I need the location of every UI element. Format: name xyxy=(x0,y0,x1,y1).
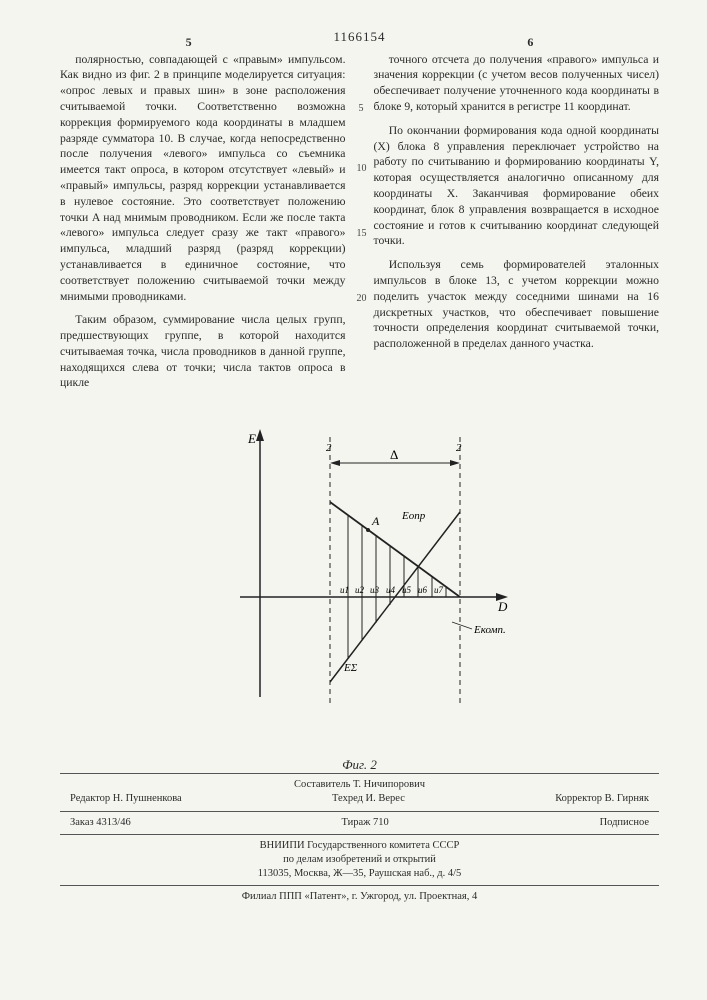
figure-caption: Фиг. 2 xyxy=(200,756,520,774)
svg-text:E: E xyxy=(247,431,256,446)
figure-svg: E D 2 2 Δ xyxy=(200,407,520,747)
svg-text:Eкомп.: Eкомп. xyxy=(473,624,506,636)
svg-text:и3: и3 xyxy=(370,585,380,595)
footer-editor: Редактор Н. Пушненкова xyxy=(70,792,182,806)
figure-2: E D 2 2 Δ xyxy=(200,407,520,747)
footer-block: Составитель Т. Ничипорович Редактор Н. П… xyxy=(60,773,659,904)
svg-text:A: A xyxy=(371,514,380,528)
svg-text:Eопр: Eопр xyxy=(401,510,426,522)
footer-tirage: Тираж 710 xyxy=(341,816,388,830)
svg-text:и7: и7 xyxy=(434,585,444,595)
line-number: 20 xyxy=(357,292,367,306)
left-column: 5 полярностью, совпадающей с «правым» им… xyxy=(60,52,346,400)
svg-text:Δ: Δ xyxy=(390,447,398,462)
line-number: 15 xyxy=(357,227,367,241)
left-para-1: полярностью, совпадающей с «правым» импу… xyxy=(60,52,346,305)
footer-sign: Подписное xyxy=(600,816,649,830)
footer-org2: по делам изобретений и открытий xyxy=(60,853,659,867)
svg-text:D: D xyxy=(497,599,508,614)
text-columns: 5 полярностью, совпадающей с «правым» им… xyxy=(60,52,659,400)
svg-text:2: 2 xyxy=(326,442,332,454)
svg-text:и2: и2 xyxy=(355,585,365,595)
footer-addr2: Филиал ППП «Патент», г. Ужгород, ул. Про… xyxy=(60,890,659,904)
footer-org1: ВНИИПИ Государственного комитета СССР xyxy=(60,839,659,853)
svg-text:и6: и6 xyxy=(418,585,428,595)
page-number-left: 5 xyxy=(186,34,192,50)
page-number-right: 6 xyxy=(527,34,533,50)
footer-corrector: Корректор В. Гирняк xyxy=(555,792,649,806)
footer-tech: Техред И. Верес xyxy=(332,792,405,806)
right-column: 6 5 10 15 20 точного отсчета до получени… xyxy=(374,52,660,400)
line-number: 10 xyxy=(357,162,367,176)
svg-text:и5: и5 xyxy=(402,585,412,595)
svg-text:EΣ: EΣ xyxy=(343,662,358,674)
footer-compiler: Составитель Т. Ничипорович xyxy=(60,778,659,792)
left-para-2: Таким образом, суммирование числа целых … xyxy=(60,312,346,391)
svg-text:и1: и1 xyxy=(340,585,349,595)
footer-addr1: 113035, Москва, Ж—35, Раушская наб., д. … xyxy=(60,867,659,881)
svg-text:2: 2 xyxy=(456,442,462,454)
svg-text:и4: и4 xyxy=(386,585,396,595)
line-number: 5 xyxy=(359,102,364,116)
right-para-2: По окончании формирования кода одной коо… xyxy=(374,123,660,249)
footer-order: Заказ 4313/46 xyxy=(70,816,131,830)
document-number: 1166154 xyxy=(60,28,659,46)
right-para-3: Используя семь формирователей эталонных … xyxy=(374,257,660,352)
right-para-1: точного отсчета до получения «правого» и… xyxy=(374,52,660,115)
